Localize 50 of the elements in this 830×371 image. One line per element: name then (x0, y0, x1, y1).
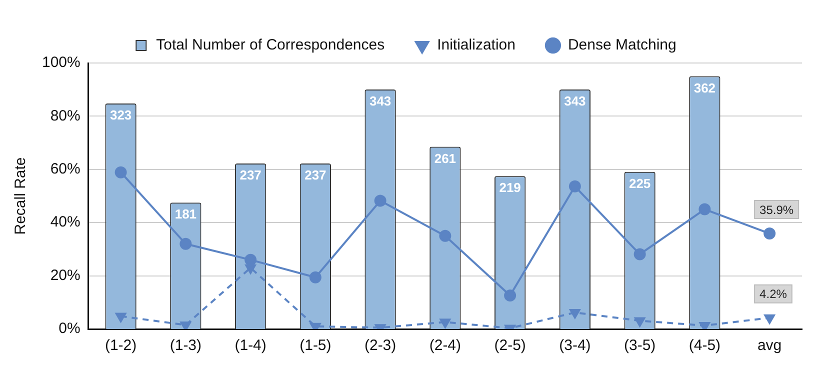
legend-label: Initialization (437, 36, 516, 54)
point (180, 238, 192, 250)
point (698, 203, 711, 216)
point (570, 309, 580, 319)
x-tick-label: avg (757, 337, 782, 354)
data-label: 237 (240, 168, 262, 183)
point (439, 230, 452, 242)
point (440, 318, 451, 328)
point (114, 166, 127, 178)
x-tick-label: (1-2) (104, 337, 137, 354)
x-tick-label: (2-5) (494, 337, 526, 354)
y-tick-label: 100% (42, 54, 80, 72)
y-axis-title: Recall Rate (12, 157, 30, 235)
data-label: 323 (110, 108, 132, 123)
y-tick-label: 20% (50, 266, 80, 284)
y-tick-label: 40% (50, 214, 80, 231)
y-tick-label: 80% (50, 107, 80, 124)
x-tick-label: (3-4) (559, 337, 591, 354)
legend-label: Total Number of Correspondences (156, 36, 385, 54)
y-tick-label: 0% (58, 320, 80, 338)
legend-label: Dense Matching (568, 36, 676, 54)
data-label: 343 (564, 94, 586, 109)
point (309, 271, 322, 284)
x-tick-label: (2-4) (429, 337, 462, 354)
data-label: 343 (369, 94, 392, 109)
y-tick-label: 60% (50, 160, 80, 178)
data-label: 35.9% (760, 202, 794, 217)
x-tick-label: (3-5) (624, 337, 656, 354)
point (244, 254, 257, 266)
point (634, 248, 646, 260)
x-tick-label: (1-5) (300, 337, 332, 354)
point (634, 317, 646, 327)
point (764, 228, 776, 240)
point (115, 312, 126, 322)
data-label: 219 (499, 180, 521, 196)
point (374, 194, 386, 207)
data-label: 362 (694, 80, 716, 96)
point (245, 264, 256, 274)
data-label: 225 (628, 176, 651, 191)
data-label: 261 (434, 150, 456, 166)
data-label: 237 (304, 168, 326, 183)
point (568, 180, 581, 192)
data-label: 4.2% (760, 287, 788, 302)
data-label: 181 (174, 206, 197, 222)
x-tick-label: (2-3) (364, 337, 396, 354)
x-tick-label: (4-5) (688, 337, 721, 354)
point (504, 289, 516, 302)
x-tick-label: (1-4) (234, 337, 266, 354)
point (764, 314, 775, 324)
x-tick-label: (1-3) (170, 337, 202, 354)
